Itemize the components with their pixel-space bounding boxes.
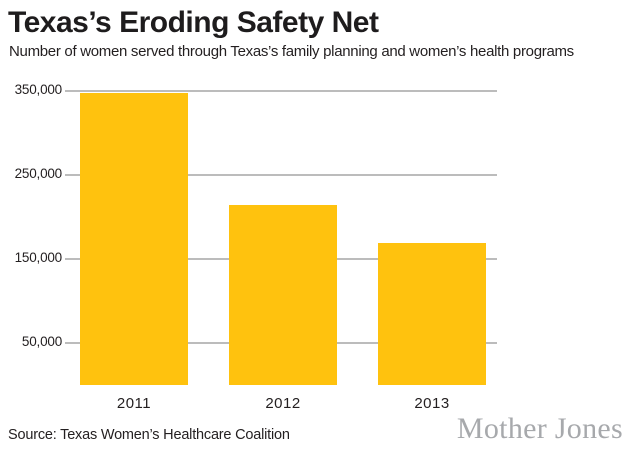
y-axis-tick-label: 250,000 (14, 166, 63, 181)
bar-chart-plot: 350,000 250,000 150,000 50,000 2011 2012 2013 (14, 82, 497, 412)
bar-2013 (378, 243, 486, 385)
mother-jones-logo: Mother Jones (456, 412, 623, 445)
y-axis-tick-label: 50,000 (21, 334, 62, 349)
gridline (65, 90, 497, 92)
source-credit: Source: Texas Women’s Healthcare Coaliti… (8, 427, 290, 443)
bar-2011 (80, 92, 188, 385)
x-axis-tick-label: 2011 (116, 395, 152, 412)
bar-2012 (229, 205, 337, 385)
gridline (65, 174, 497, 176)
chart-subtitle: Number of women served through Texas’s f… (9, 43, 574, 60)
y-axis-tick-label: 150,000 (14, 250, 63, 265)
x-axis-tick-label: 2013 (414, 395, 450, 412)
x-axis-tick-label: 2012 (265, 395, 301, 412)
chart-title: Texas’s Eroding Safety Net (8, 6, 379, 39)
y-axis-tick-label: 350,000 (14, 82, 63, 97)
